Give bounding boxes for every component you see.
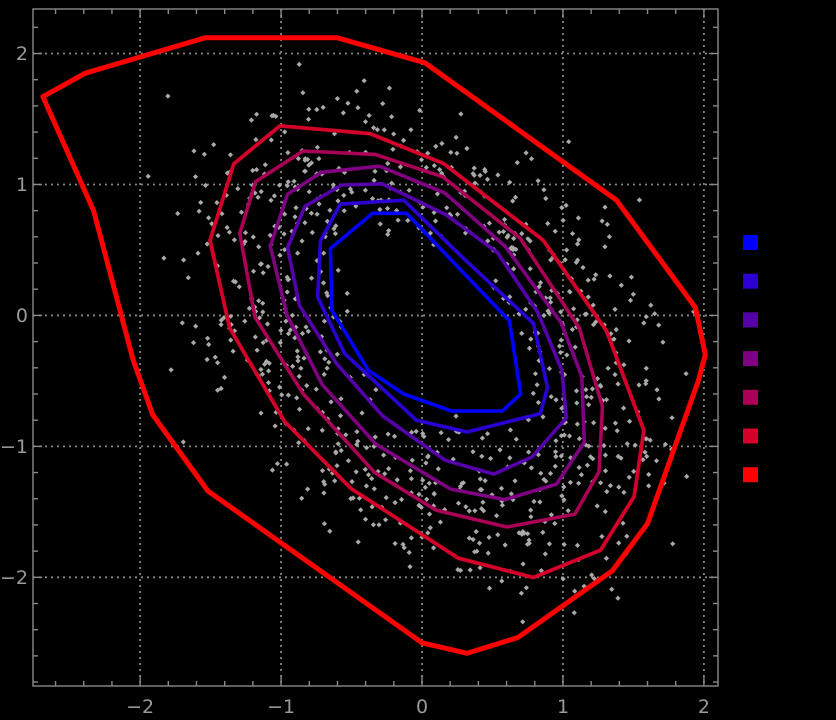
contour-level-6 xyxy=(208,124,646,580)
contour-level-4 xyxy=(268,164,587,502)
legend xyxy=(743,235,758,483)
contour-level-5 xyxy=(238,149,605,529)
legend-swatch-level-3 xyxy=(743,312,758,328)
y-tick-label: 2 xyxy=(16,43,28,65)
x-tick-label: 1 xyxy=(557,696,569,718)
x-tick-label: 2 xyxy=(698,696,710,718)
legend-swatch-level-6 xyxy=(743,428,758,444)
y-tick-label: 1 xyxy=(16,174,28,196)
y-tick-label: −1 xyxy=(0,436,28,458)
plot-border xyxy=(32,8,719,687)
contour-level-3 xyxy=(285,182,569,476)
x-tick-label: 0 xyxy=(416,696,428,718)
legend-swatch-level-1 xyxy=(743,235,758,250)
tick-labels: −2 −1 0 1 2 −2 −1 0 1 2 xyxy=(0,43,710,718)
contour-level-1 xyxy=(328,211,523,413)
legend-swatch-level-2 xyxy=(743,273,758,289)
x-tick-label: −2 xyxy=(126,696,154,718)
y-tick-label: 0 xyxy=(16,305,28,327)
legend-swatch-level-4 xyxy=(743,351,758,367)
y-tick-label: −2 xyxy=(0,567,28,589)
legend-swatch-level-5 xyxy=(743,389,758,405)
x-tick-label: −1 xyxy=(267,696,295,718)
legend-swatch-level-7 xyxy=(743,467,758,483)
contour-level-7 xyxy=(40,35,708,656)
contour-level-2 xyxy=(315,198,550,434)
axis-ticks xyxy=(33,9,718,686)
